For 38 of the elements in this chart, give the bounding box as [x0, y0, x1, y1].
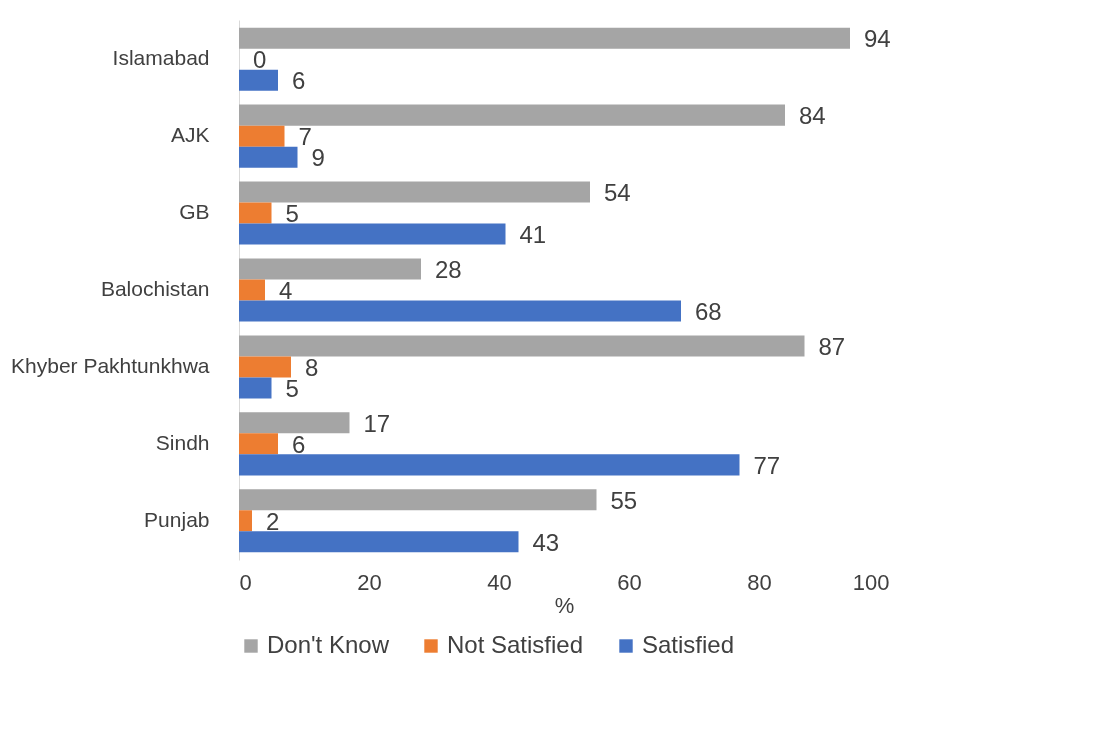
- data-label: 43: [532, 528, 560, 556]
- data-label: 7: [298, 123, 312, 151]
- x-tick-label: 80: [747, 569, 772, 595]
- data-label: 94: [864, 25, 891, 53]
- data-label: 17: [363, 409, 391, 437]
- data-label: 9: [311, 144, 325, 172]
- y-tick-label: Balochistan: [100, 277, 210, 300]
- data-label: 77: [753, 451, 781, 479]
- data-label: 54: [604, 179, 631, 207]
- data-label: 84: [799, 102, 826, 130]
- data-label: 6: [292, 67, 306, 95]
- data-label: 0: [253, 46, 267, 74]
- y-tick-label: Sindh: [155, 430, 210, 454]
- data-label: 87: [818, 332, 846, 360]
- data-label: 5: [285, 200, 299, 228]
- legend-label: Not Satisfied: [447, 631, 584, 658]
- data-label: 4: [279, 277, 293, 304]
- y-tick-label: GB: [179, 200, 210, 224]
- data-label: 6: [292, 430, 306, 458]
- data-label: 5: [285, 374, 299, 402]
- y-tick-label: Islamabad: [112, 46, 210, 70]
- data-label: 8: [305, 353, 319, 381]
- y-tick-label: Punjab: [144, 507, 210, 531]
- data-label: 55: [610, 486, 638, 514]
- y-tick-label: Khyber Pakhtunkhwa: [11, 353, 210, 377]
- x-tick-label: 100: [852, 569, 890, 595]
- y-tick-label: AJK: [170, 123, 210, 147]
- legend-label: Satisfied: [642, 631, 735, 658]
- x-tick-label: 20: [357, 569, 382, 595]
- x-tick-label: 40: [487, 569, 512, 595]
- x-axis-title: %: [554, 592, 575, 618]
- x-tick-label: 60: [617, 569, 642, 595]
- data-label: 2: [266, 507, 280, 535]
- legend-label: Don't Know: [267, 631, 390, 658]
- data-label: 41: [519, 221, 547, 249]
- x-tick-label: 0: [239, 569, 252, 595]
- data-label: 28: [435, 255, 462, 283]
- data-label: 68: [695, 298, 722, 326]
